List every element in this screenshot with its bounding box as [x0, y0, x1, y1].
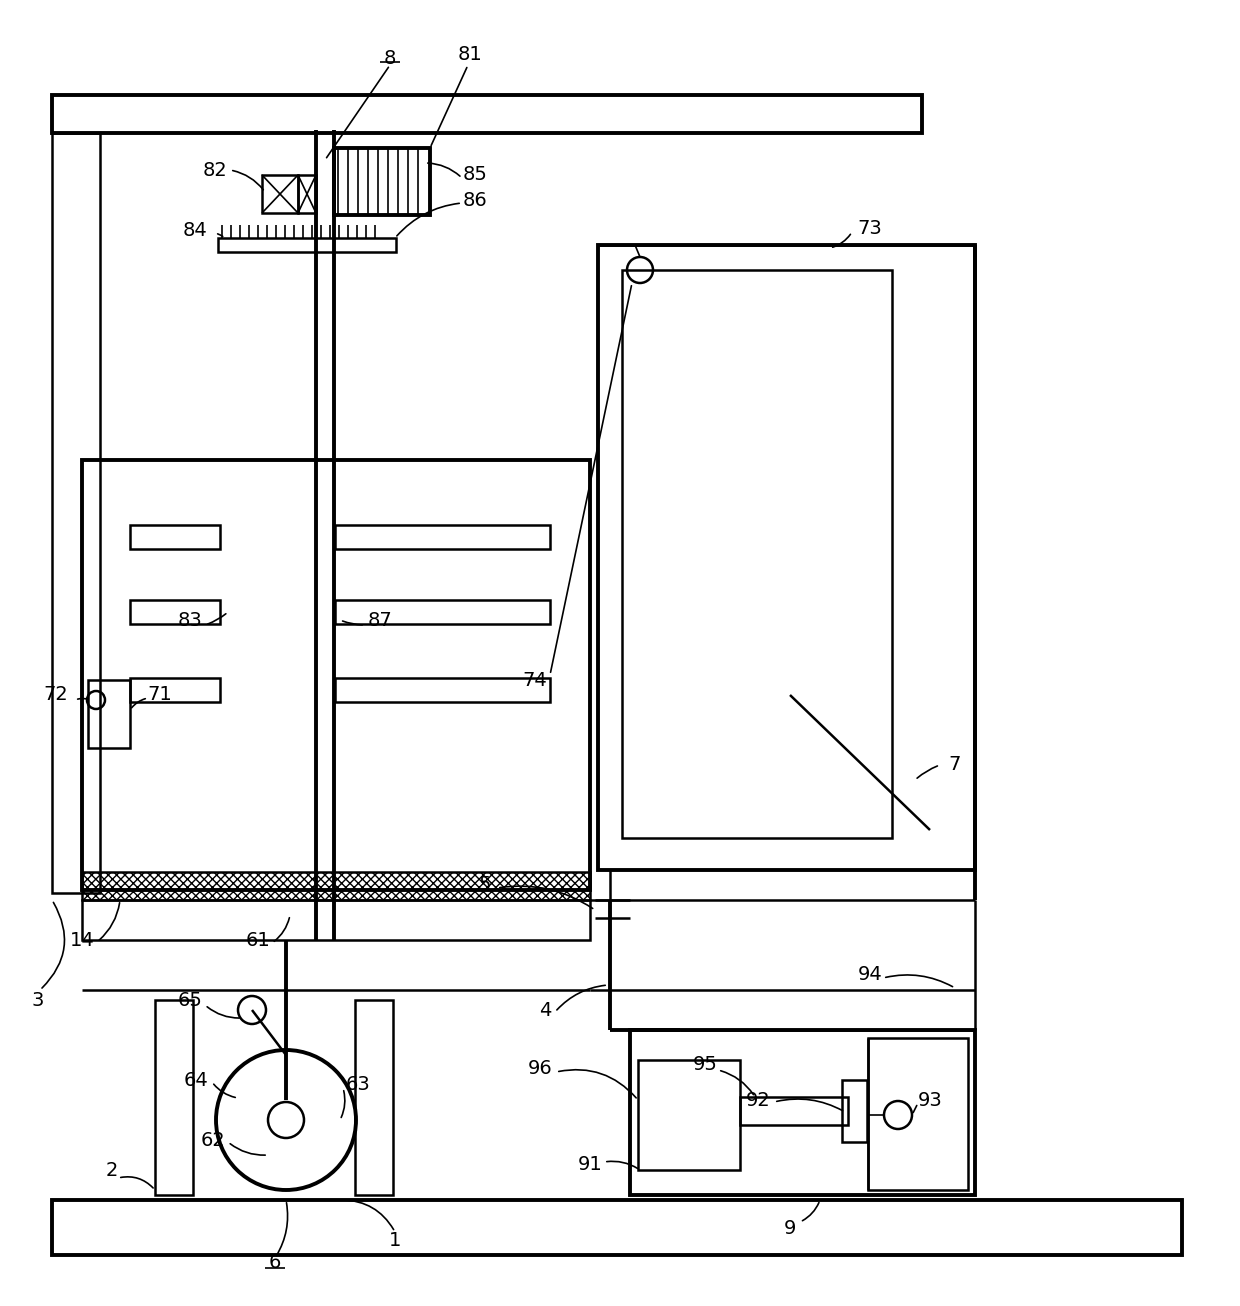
Text: 84: 84 — [182, 221, 207, 239]
Text: 2: 2 — [105, 1161, 118, 1179]
Text: 95: 95 — [693, 1055, 718, 1075]
Text: 63: 63 — [346, 1076, 371, 1094]
Bar — [88, 680, 130, 748]
Text: 8: 8 — [384, 48, 397, 68]
Text: 86: 86 — [463, 191, 487, 209]
Bar — [355, 1000, 393, 1195]
Text: 92: 92 — [745, 1091, 770, 1110]
Bar — [334, 148, 430, 215]
Text: 73: 73 — [858, 218, 883, 238]
Bar — [130, 678, 219, 703]
Text: 6: 6 — [269, 1254, 281, 1272]
Bar — [868, 1038, 968, 1190]
Text: 65: 65 — [177, 990, 202, 1010]
Bar — [130, 525, 219, 549]
Bar — [52, 95, 923, 133]
Bar — [298, 175, 316, 213]
Bar — [82, 872, 590, 900]
Text: 72: 72 — [43, 686, 68, 704]
Text: 94: 94 — [858, 965, 883, 985]
Text: 7: 7 — [949, 755, 961, 774]
Bar — [335, 525, 551, 549]
Bar — [218, 238, 396, 252]
Text: 85: 85 — [463, 166, 487, 184]
Text: 71: 71 — [148, 686, 172, 704]
Text: 64: 64 — [184, 1071, 208, 1089]
Text: 93: 93 — [918, 1091, 942, 1110]
Text: 14: 14 — [69, 930, 94, 949]
Bar — [630, 1030, 975, 1195]
Bar — [130, 599, 219, 624]
Bar — [155, 1000, 193, 1195]
Bar — [82, 460, 590, 889]
Text: 1: 1 — [389, 1230, 402, 1250]
Text: 81: 81 — [458, 46, 482, 64]
Text: 83: 83 — [177, 610, 202, 629]
Bar — [82, 900, 590, 940]
Text: 87: 87 — [367, 610, 392, 629]
Bar — [52, 1200, 1182, 1255]
Bar — [740, 1097, 848, 1124]
Bar — [262, 175, 298, 213]
Bar — [622, 270, 892, 838]
Bar — [335, 599, 551, 624]
Text: 82: 82 — [202, 161, 227, 179]
Bar — [335, 678, 551, 703]
Text: 74: 74 — [522, 670, 547, 690]
Text: 9: 9 — [784, 1218, 796, 1238]
Bar — [639, 1060, 740, 1170]
Bar — [598, 246, 975, 870]
Bar — [842, 1080, 867, 1141]
Text: 3: 3 — [32, 990, 45, 1010]
Bar — [52, 133, 100, 893]
Text: 4: 4 — [539, 1000, 552, 1020]
Text: 96: 96 — [528, 1058, 552, 1077]
Text: 91: 91 — [578, 1156, 603, 1174]
Text: 5: 5 — [479, 875, 491, 895]
Text: 61: 61 — [246, 930, 270, 949]
Text: 62: 62 — [201, 1131, 226, 1149]
